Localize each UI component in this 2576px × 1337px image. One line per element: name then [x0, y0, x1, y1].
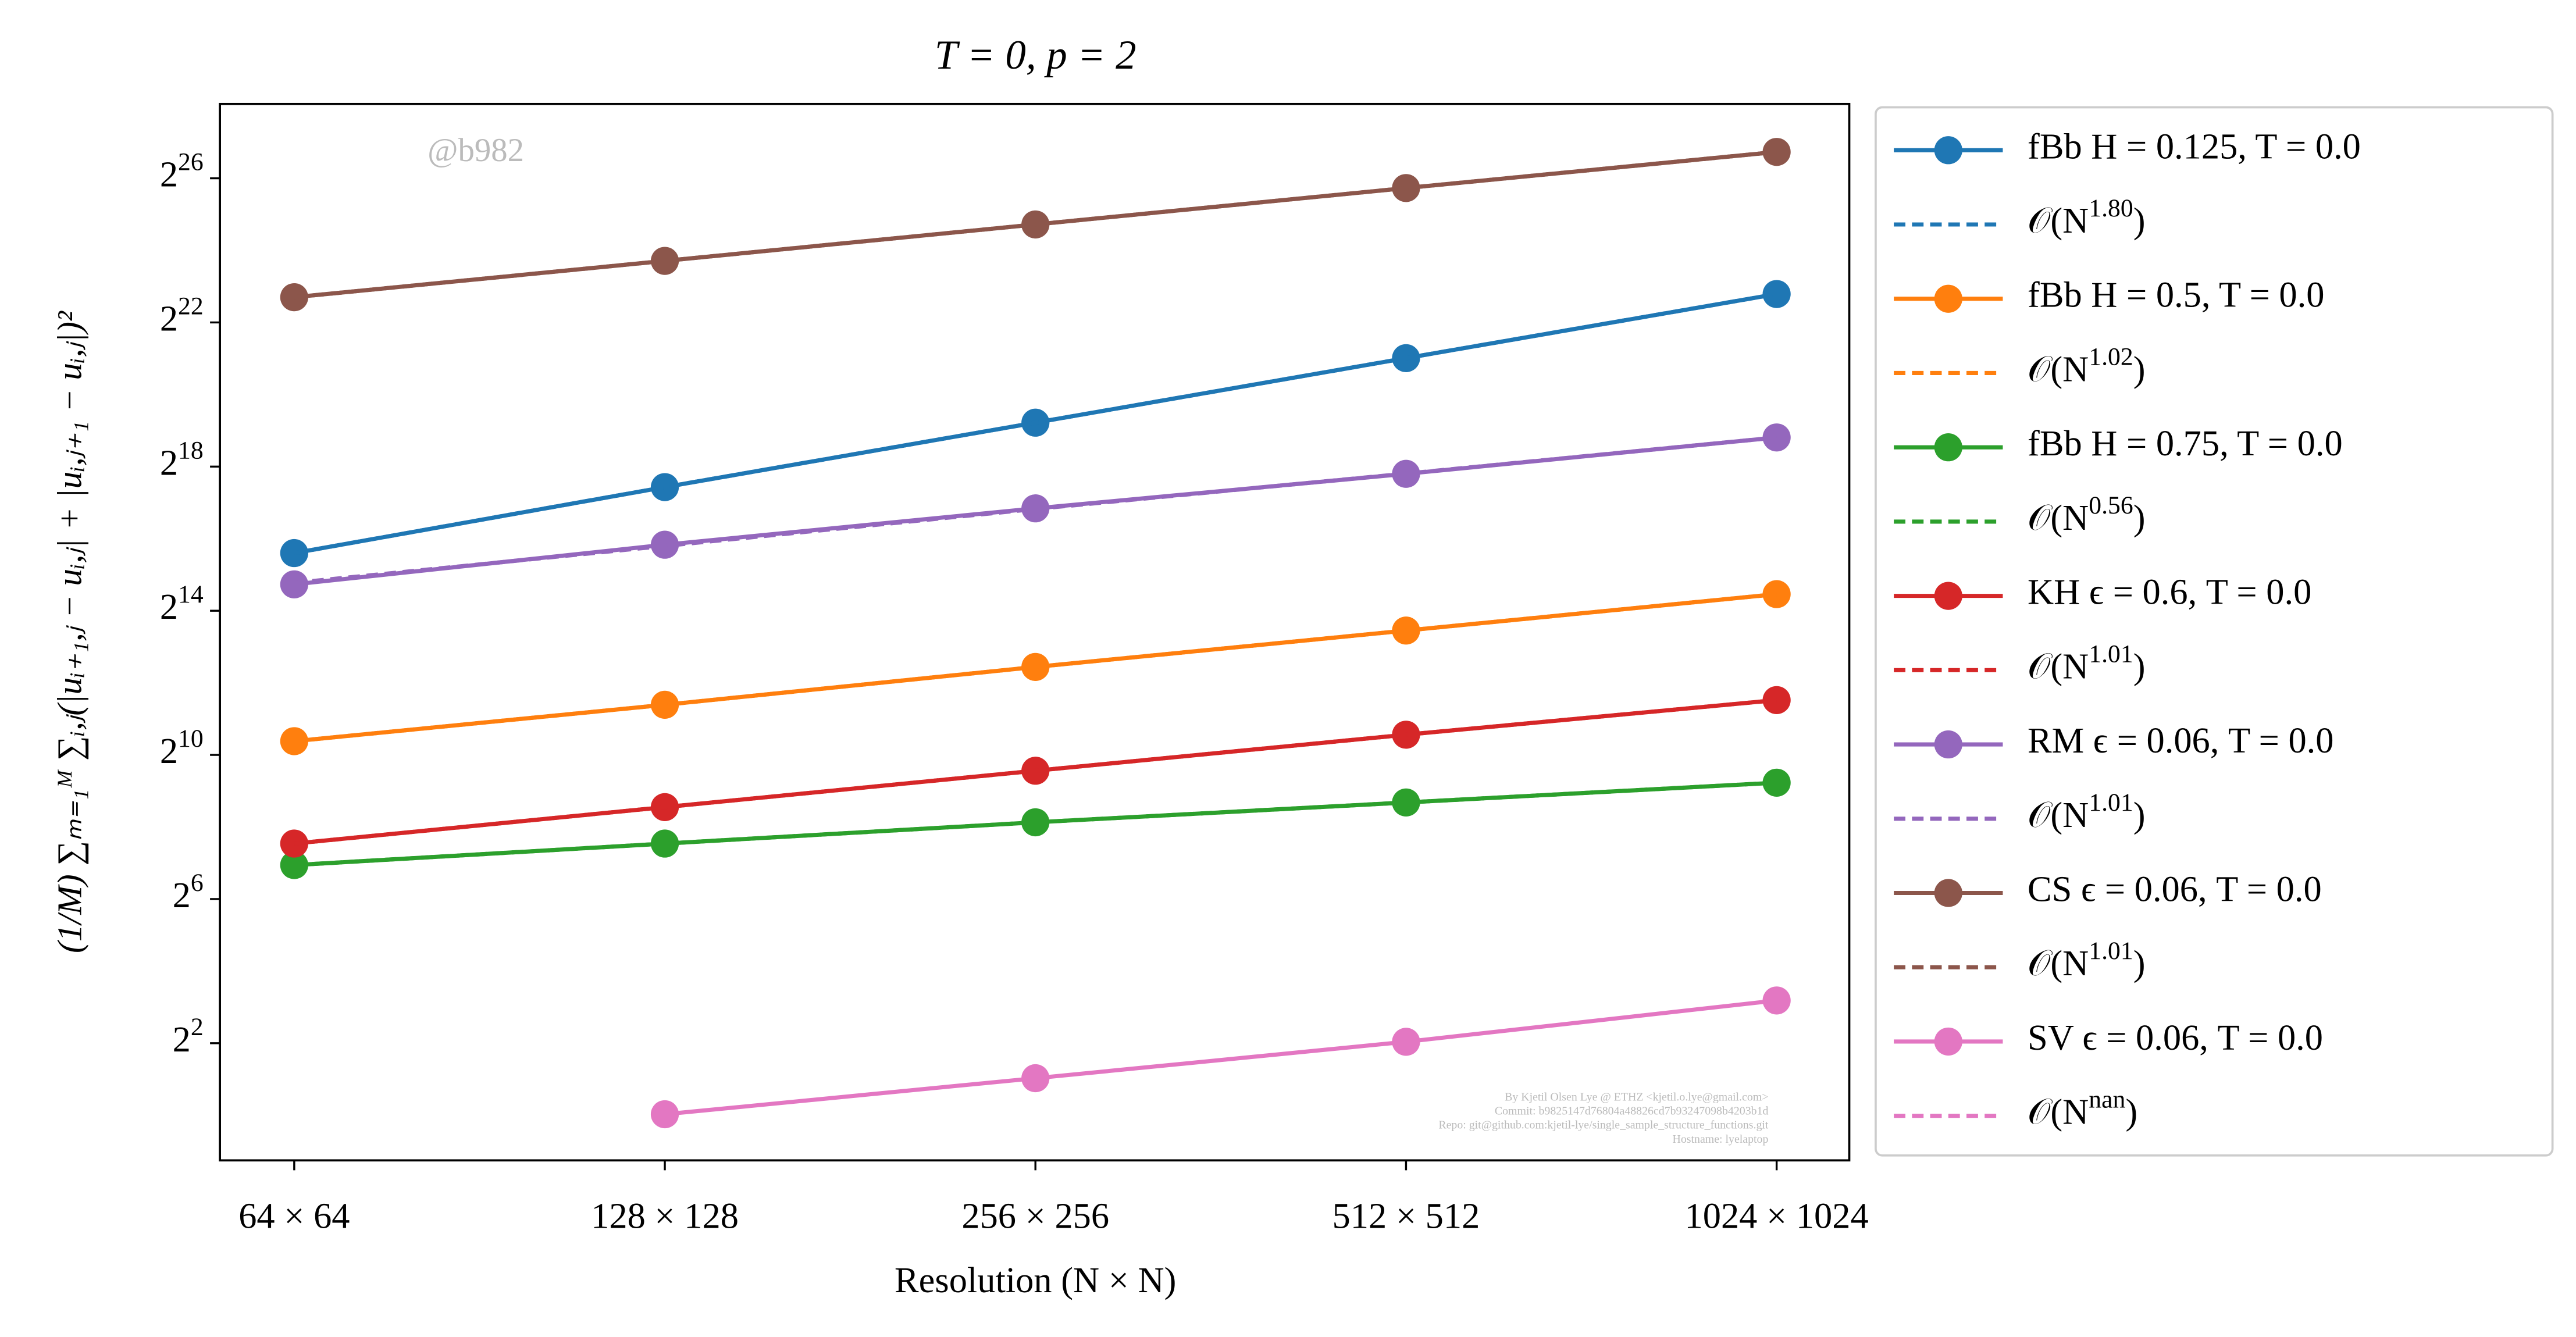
- footnote: Repo: git@github.com:kjetil-lye/single_s…: [1438, 1118, 1769, 1131]
- legend-label: 𝒪(N1.01): [2028, 640, 2145, 686]
- legend-label: RM ϵ = 0.06, T = 0.0: [2028, 720, 2333, 761]
- legend-label: fBb H = 0.125, T = 0.0: [2028, 126, 2361, 167]
- legend-marker: [1934, 433, 1962, 462]
- footnote: By Kjetil Olsen Lye @ ETHZ <kjetil.o.lye…: [1505, 1090, 1768, 1103]
- legend-label: fBb H = 0.5, T = 0.0: [2028, 274, 2324, 315]
- fit-line: [294, 435, 1777, 585]
- x-tick-label: 128 × 128: [591, 1196, 739, 1236]
- point: [1762, 768, 1791, 797]
- point: [1392, 1028, 1420, 1056]
- legend-label: 𝒪(N1.80): [2028, 194, 2145, 241]
- y-tick-label: 210: [160, 725, 204, 771]
- axes-frame: [219, 102, 1851, 1162]
- legend-marker: [1934, 136, 1962, 165]
- legend-label: 𝒪(N1.01): [2028, 789, 2145, 835]
- footnote: Hostname: lyelaptop: [1673, 1132, 1769, 1145]
- point: [650, 473, 679, 501]
- point: [1021, 808, 1050, 837]
- legend-label: 𝒪(N1.01): [2028, 937, 2145, 983]
- x-tick-label: 64 × 64: [238, 1196, 350, 1236]
- legend-label: CS ϵ = 0.06, T = 0.0: [2028, 869, 2322, 910]
- y-tick-label: 214: [160, 580, 204, 627]
- x-tick-label: 1024 × 1024: [1685, 1196, 1869, 1236]
- point: [1762, 986, 1791, 1015]
- legend-box: [1875, 106, 2554, 1157]
- y-tick-label: 26: [173, 869, 204, 915]
- legend-label: 𝒪(Nnan): [2028, 1086, 2137, 1132]
- legend-label: 𝒪(N0.56): [2028, 491, 2145, 538]
- y-axis-label: (1/M) ∑ₘ₌₁ᴹ ∑ᵢ,ⱼ(|uᵢ₊₁,ⱼ − uᵢ,ⱼ| + |uᵢ,ⱼ…: [50, 311, 88, 953]
- fit-line: [294, 780, 1777, 868]
- y-tick-label: 22: [173, 1013, 204, 1060]
- legend-marker: [1934, 730, 1962, 759]
- legend-marker: [1934, 582, 1962, 610]
- fit-line: [294, 292, 1777, 555]
- footnote: Commit: b9825147d76804a48826cd7b93247098…: [1495, 1104, 1769, 1117]
- legend-marker: [1934, 284, 1962, 313]
- point: [650, 1100, 679, 1129]
- point: [280, 829, 308, 858]
- fit-line: [294, 149, 1777, 300]
- watermark: @b982: [427, 132, 524, 169]
- legend-label: fBb H = 0.75, T = 0.0: [2028, 423, 2343, 464]
- plot-area: [280, 138, 1791, 1129]
- point: [1021, 1064, 1050, 1093]
- legend-marker: [1934, 1027, 1962, 1056]
- y-tick-label: 222: [160, 292, 204, 338]
- chart-title: T = 0, p = 2: [935, 33, 1136, 78]
- legend-marker: [1934, 879, 1962, 907]
- legend-label: KH ϵ = 0.6, T = 0.0: [2028, 572, 2311, 612]
- point: [280, 570, 308, 598]
- fit-line: [294, 698, 1777, 846]
- x-tick-label: 256 × 256: [961, 1196, 1109, 1236]
- point: [1762, 686, 1791, 714]
- x-axis-label: Resolution (N × N): [895, 1260, 1176, 1301]
- legend-label: 𝒪(N1.02): [2028, 343, 2145, 389]
- fit-line: [294, 592, 1777, 743]
- series-line: [664, 998, 1777, 1117]
- y-tick-label: 226: [160, 148, 204, 195]
- legend-label: SV ϵ = 0.06, T = 0.0: [2028, 1017, 2323, 1058]
- y-tick-label: 218: [160, 436, 204, 483]
- x-tick-label: 512 × 512: [1332, 1196, 1480, 1236]
- point: [1762, 280, 1791, 308]
